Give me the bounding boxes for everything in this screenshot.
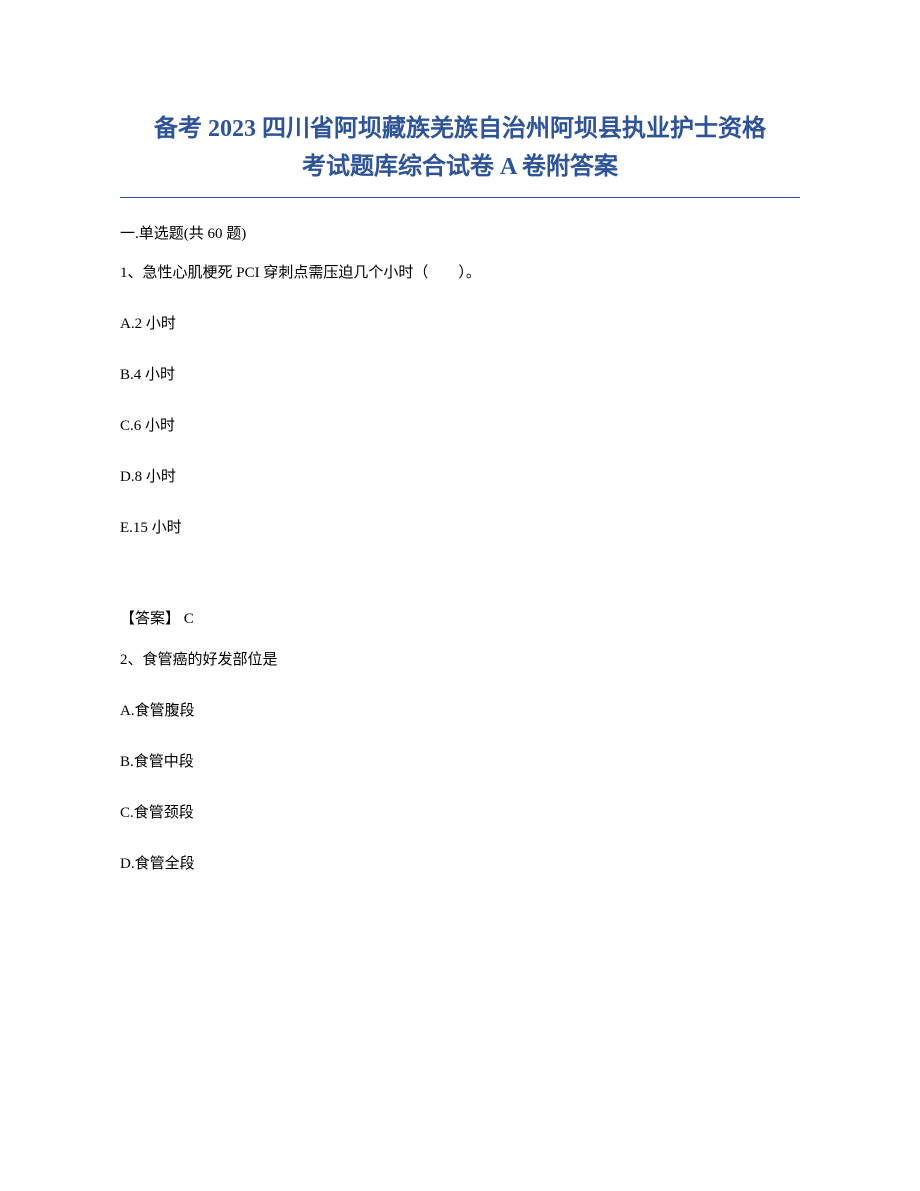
question-1-option-c: C.6 小时 xyxy=(120,414,800,435)
question-2-option-b: B.食管中段 xyxy=(120,750,800,771)
question-1-option-a: A.2 小时 xyxy=(120,312,800,333)
question-1-option-d: D.8 小时 xyxy=(120,465,800,486)
question-2-option-c: C.食管颈段 xyxy=(120,801,800,822)
title-line-2: 考试题库综合试卷 A 卷附答案 xyxy=(302,154,618,180)
title-line-1: 备考 2023 四川省阿坝藏族羌族自治州阿坝县执业护士资格 xyxy=(154,116,766,142)
question-2-option-d: D.食管全段 xyxy=(120,852,800,873)
section-header: 一.单选题(共 60 题) xyxy=(120,222,800,243)
question-2-option-a: A.食管腹段 xyxy=(120,699,800,720)
question-1-option-b: B.4 小时 xyxy=(120,363,800,384)
title-divider xyxy=(120,197,800,198)
question-2-stem: 2、食管癌的好发部位是 xyxy=(120,648,800,669)
document-title: 备考 2023 四川省阿坝藏族羌族自治州阿坝县执业护士资格 考试题库综合试卷 A… xyxy=(120,110,800,187)
question-1-stem: 1、急性心肌梗死 PCI 穿刺点需压迫几个小时（ ）。 xyxy=(120,261,800,282)
question-1-answer: 【答案】 C xyxy=(120,607,800,628)
question-1-option-e: E.15 小时 xyxy=(120,516,800,537)
